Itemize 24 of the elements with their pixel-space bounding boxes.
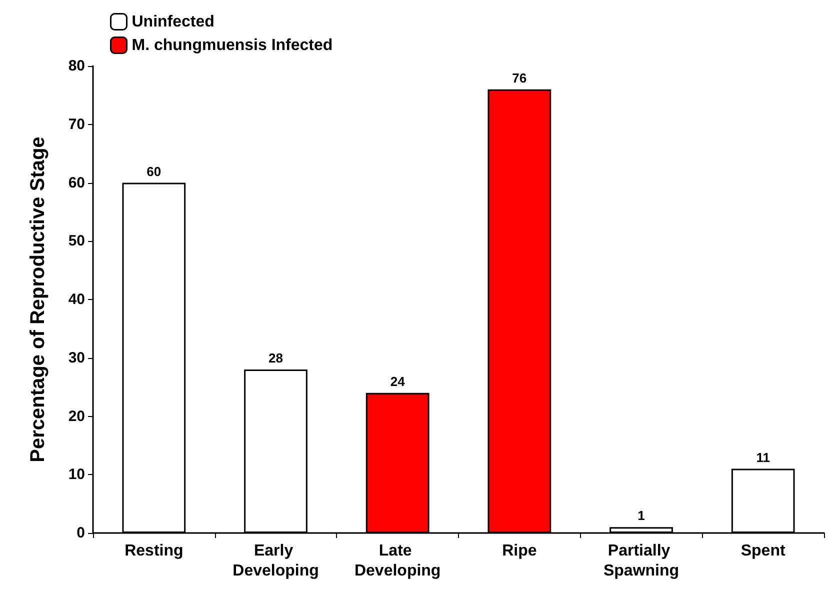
data-label: 11 [756, 450, 770, 465]
legend-label: Uninfected [132, 13, 214, 30]
data-label: 1 [638, 508, 645, 524]
y-tick-label: 10 [68, 466, 85, 484]
y-tick-label: 50 [68, 232, 85, 250]
x-tick-label: Spent [740, 542, 786, 560]
x-tick-label: Late Developing [354, 542, 441, 580]
x-tick-label: Resting [124, 542, 184, 560]
data-label: 76 [512, 70, 527, 86]
y-tick-label: 0 [76, 524, 85, 542]
y-tick-label: 20 [68, 408, 85, 425]
y-tick-label: 60 [68, 174, 85, 192]
y-axis-title: Percentage of Reproductive Stage [27, 136, 49, 462]
data-label: 60 [146, 164, 162, 179]
x-tick-label: Ripe [502, 542, 537, 560]
y-tick-label: 70 [68, 116, 85, 133]
legend-label: M. chungmuensis Infected [132, 36, 333, 54]
y-tick-label: 80 [68, 58, 85, 74]
y-tick-label: 40 [68, 291, 85, 308]
y-tick-label: 30 [68, 349, 85, 366]
data-label: 28 [268, 350, 283, 366]
x-tick-label: Early Developing [232, 542, 319, 580]
x-tick-label: Partially Spawning [603, 542, 680, 580]
data-label: 24 [390, 374, 406, 389]
